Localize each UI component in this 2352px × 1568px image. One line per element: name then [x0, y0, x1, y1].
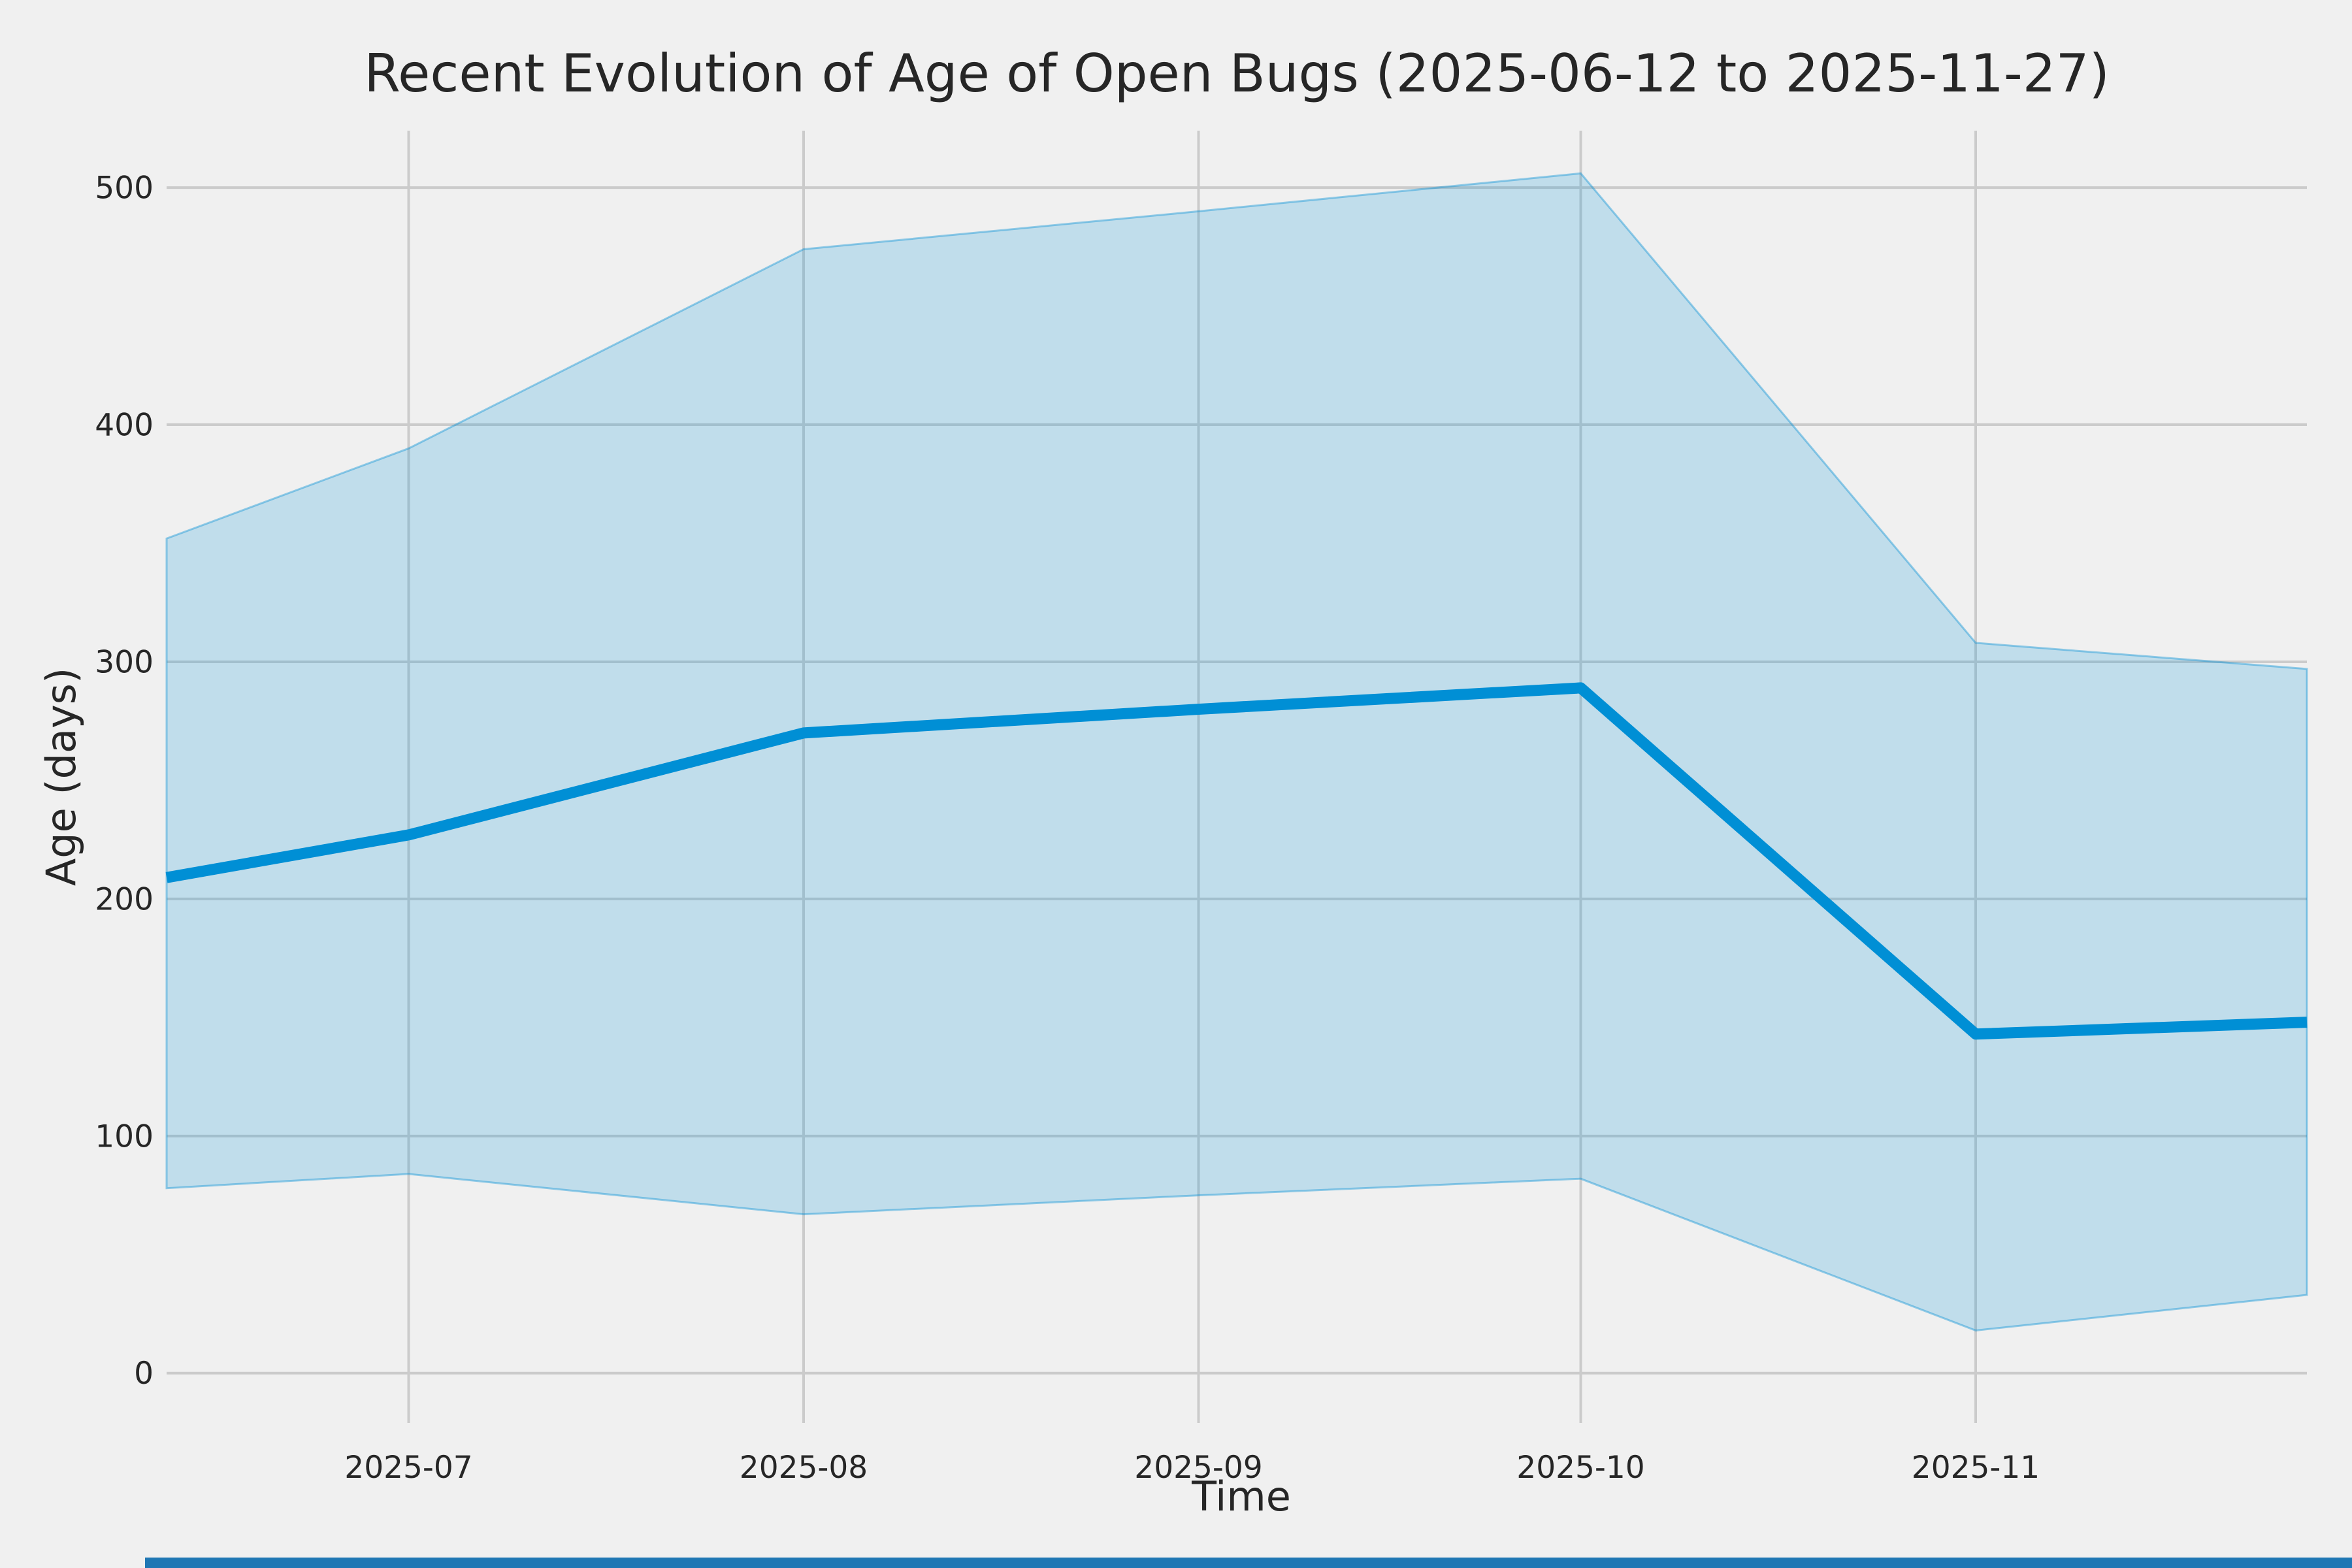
x-tick-label: 2025-10	[1516, 1450, 1644, 1486]
y-tick-label: 300	[95, 644, 154, 680]
x-tick-label: 2025-09	[1134, 1450, 1262, 1486]
y-tick-labels: 0 100 200 300 400 500	[95, 171, 154, 1392]
grid-layer	[167, 131, 2307, 1423]
x-tick-label: 2025-11	[1912, 1450, 2040, 1486]
y-tick-label: 100	[95, 1119, 154, 1154]
chart-title: Recent Evolution of Age of Open Bugs (20…	[364, 43, 2110, 104]
age-range-band	[165, 172, 2308, 1331]
y-tick-label: 0	[134, 1356, 154, 1392]
y-tick-label: 200	[95, 881, 154, 917]
median-line-layer	[165, 682, 2308, 1040]
x-tick-labels: 2025-07 2025-08 2025-09 2025-10 2025-11	[344, 1450, 2040, 1486]
x-axis-label: Time	[1191, 1473, 1291, 1520]
y-tick-label: 400	[95, 407, 154, 443]
median-age-line	[165, 682, 2308, 1040]
confidence-band-layer	[165, 172, 2308, 1331]
y-axis-label: Age (days)	[37, 668, 85, 886]
bottom-edge-strip	[145, 1558, 2352, 1568]
x-tick-label: 2025-07	[344, 1450, 472, 1486]
y-tick-label: 500	[95, 171, 154, 206]
x-tick-label: 2025-08	[740, 1450, 868, 1486]
